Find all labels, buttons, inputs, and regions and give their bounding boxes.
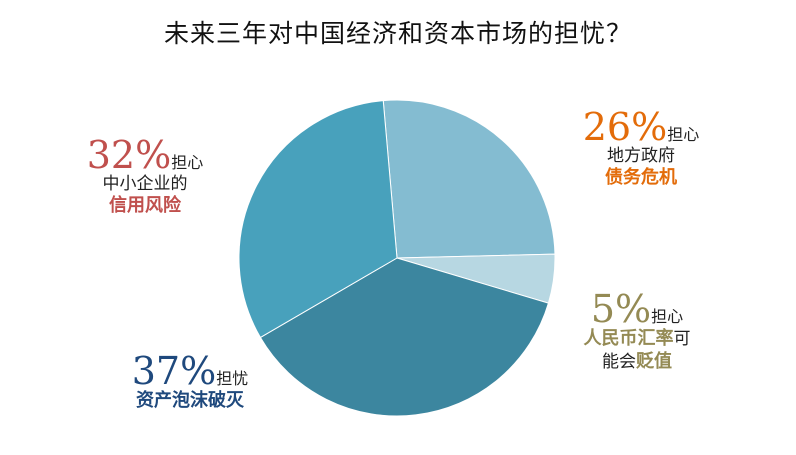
label-highlight-gov: 债务危机 [605, 167, 677, 189]
label-local-gov-debt: 26%担心 地方政府 债务危机 [556, 108, 726, 190]
label-rmb-depreciation: 5%担心 人民币汇率可 能会贬值 [552, 290, 722, 373]
label-line-rmb-b: 可 [673, 329, 691, 349]
label-asset-bubble: 37%担忧 资产泡沫破灭 [100, 352, 280, 413]
worry-word-sme: 担心 [171, 153, 204, 172]
label-line-sme: 中小企业的 [102, 174, 188, 194]
label-highlight-asset: 资产泡沫破灭 [136, 390, 244, 411]
pie-slice-sme [238, 100, 398, 339]
label-highlight-rmb-d: 贬值 [636, 350, 672, 372]
worry-word-rmb: 担心 [651, 307, 684, 326]
slice-percent-rmb: 5% [590, 287, 652, 331]
worry-word-asset: 担忧 [216, 369, 249, 388]
pie-slice-gov [382, 99, 556, 259]
slice-percent-sme: 32% [86, 133, 172, 177]
label-highlight-sme: 信用风险 [109, 195, 181, 217]
label-sme-credit-risk: 32%担心 中小企业的 信用风险 [60, 136, 230, 218]
chart-title: 未来三年对中国经济和资本市场的担忧？ [163, 19, 632, 48]
label-highlight-rmb-a: 人民币汇率 [583, 328, 674, 349]
label-line-gov: 地方政府 [607, 146, 675, 166]
worry-word-gov: 担心 [667, 125, 700, 144]
pie-slice-asset [259, 257, 550, 417]
slice-percent-gov: 26% [582, 105, 668, 149]
slice-percent-asset: 37% [131, 349, 217, 393]
label-line-rmb-c: 能会 [602, 351, 636, 372]
